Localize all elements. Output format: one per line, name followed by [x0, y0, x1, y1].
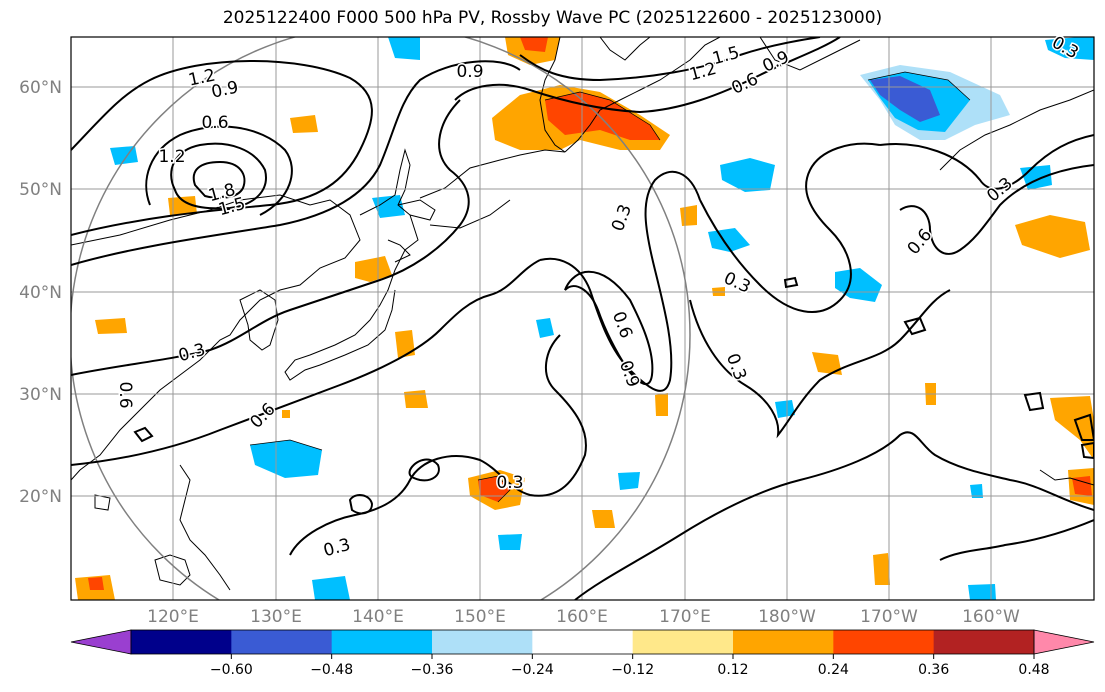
- colorbar-tick-label: 0.24: [818, 662, 849, 678]
- colorbar-segment: [933, 630, 1035, 654]
- contour-label: 0.3: [497, 473, 524, 493]
- longitude-labels: 120°E 130°E 140°E 150°E 160°E 170°E 180°…: [147, 607, 1020, 627]
- contour-label: 0.3: [496, 473, 523, 493]
- reference-circle: [71, 37, 691, 600]
- colorbar-segment: [231, 630, 333, 654]
- negative-anomaly-patch: [970, 484, 983, 498]
- negative-anomaly-patch: [720, 158, 775, 192]
- negative-anomaly-patch: [536, 318, 554, 338]
- colorbar-tick-label: 0.48: [1018, 662, 1049, 678]
- colorbar-segment: [733, 630, 834, 654]
- map-border: [70, 36, 1095, 601]
- graticule: [71, 37, 1094, 600]
- anomaly-edges: [249, 71, 971, 503]
- lat-label: 40°N: [19, 283, 62, 303]
- positive-anomaly-patch: [520, 37, 548, 52]
- positive-anomaly-patch: [873, 553, 890, 585]
- colorbar-segment: [432, 630, 533, 654]
- colorbar-tick-label: −0.12: [611, 662, 654, 678]
- lon-label: 170°E: [659, 607, 711, 627]
- lat-label: 60°N: [19, 78, 62, 98]
- pv-contours: [71, 37, 1094, 600]
- positive-anomaly-patch: [88, 577, 104, 590]
- lon-label: 140°E: [352, 607, 404, 627]
- contour-labels: 1.20.90.61.21.81.50.91.51.2 0.60.90.30.30…: [114, 31, 1084, 563]
- positive-anomaly-patch: [655, 393, 668, 416]
- colorbar-border: [130, 629, 1035, 655]
- lat-label: 30°N: [19, 385, 62, 405]
- contour-label: 0.6: [115, 381, 135, 408]
- positive-anomaly-patch: [1072, 476, 1092, 496]
- colorbar-tick-label: −0.24: [511, 662, 554, 678]
- lon-label: 150°E: [454, 607, 506, 627]
- positive-anomaly-patch: [282, 410, 290, 418]
- negative-anomaly-patch: [835, 268, 882, 302]
- lon-label: 170°W: [860, 607, 918, 627]
- negative-anomaly-patch: [775, 400, 795, 418]
- lon-label: 160°W: [962, 607, 1020, 627]
- negative-anomaly-patch: [312, 576, 350, 600]
- lat-label: 50°N: [19, 180, 62, 200]
- colorbar-tick-label: 0.12: [717, 662, 748, 678]
- colorbar-tick-label: −0.48: [310, 662, 353, 678]
- negative-anomaly-patch: [618, 472, 640, 490]
- map-title: 2025122400 F000 500 hPa PV, Rossby Wave …: [222, 8, 883, 28]
- contour-label: 0.9: [456, 62, 483, 82]
- latitude-labels: 60°N 50°N 40°N 30°N 20°N: [19, 78, 62, 507]
- lon-label: 120°E: [147, 607, 199, 627]
- lon-label: 130°E: [250, 607, 302, 627]
- positive-anomaly-patch: [1015, 215, 1090, 258]
- positive-anomaly-patch: [168, 196, 197, 215]
- negative-anomaly-patch: [1045, 37, 1094, 60]
- negative-anomaly-patch: [388, 37, 420, 60]
- positive-anomaly-patch: [404, 390, 428, 408]
- contour-label: 1.2: [158, 147, 185, 167]
- colorbar: −0.60 −0.48 −0.36 −0.24 −0.12 0.12 0.24 0.36 0.4…: [70, 629, 1095, 678]
- colorbar-arrow-low: [70, 629, 132, 655]
- negative-anomaly-patch: [110, 146, 138, 165]
- contour-label: 0.6: [201, 113, 228, 133]
- lat-label: 20°N: [19, 487, 62, 507]
- colorbar-segment: [632, 630, 734, 654]
- negative-anomaly-patch: [250, 440, 322, 478]
- colorbar-segment: [331, 630, 433, 654]
- positive-anomaly-patch: [395, 330, 415, 358]
- lon-label: 180°W: [758, 607, 816, 627]
- positive-anomaly-patch: [680, 205, 697, 226]
- positive-anomaly-patch: [95, 318, 127, 334]
- coastlines: [71, 37, 1094, 591]
- colorbar-segment: [833, 630, 935, 654]
- colorbar-segment: [532, 630, 634, 654]
- negative-anomaly-patch: [968, 584, 996, 600]
- negative-anomaly-patch: [372, 195, 405, 218]
- colorbar-arrow-high: [1033, 629, 1095, 655]
- colorbar-tick-label: −0.36: [411, 662, 454, 678]
- contour-label: 0.3: [176, 340, 207, 366]
- positive-anomaly-patch: [592, 510, 615, 528]
- lon-label: 160°E: [556, 607, 608, 627]
- positive-anomaly-patch: [812, 352, 842, 375]
- colorbar-tick-label: 0.36: [918, 662, 949, 678]
- positive-anomaly-patch: [290, 115, 318, 133]
- positive-anomaly-patch: [355, 256, 392, 282]
- negative-anomaly-patch: [498, 534, 522, 550]
- positive-anomaly-patch: [545, 92, 660, 140]
- colorbar-segment: [131, 630, 232, 654]
- colorbar-tick-label: −0.60: [210, 662, 253, 678]
